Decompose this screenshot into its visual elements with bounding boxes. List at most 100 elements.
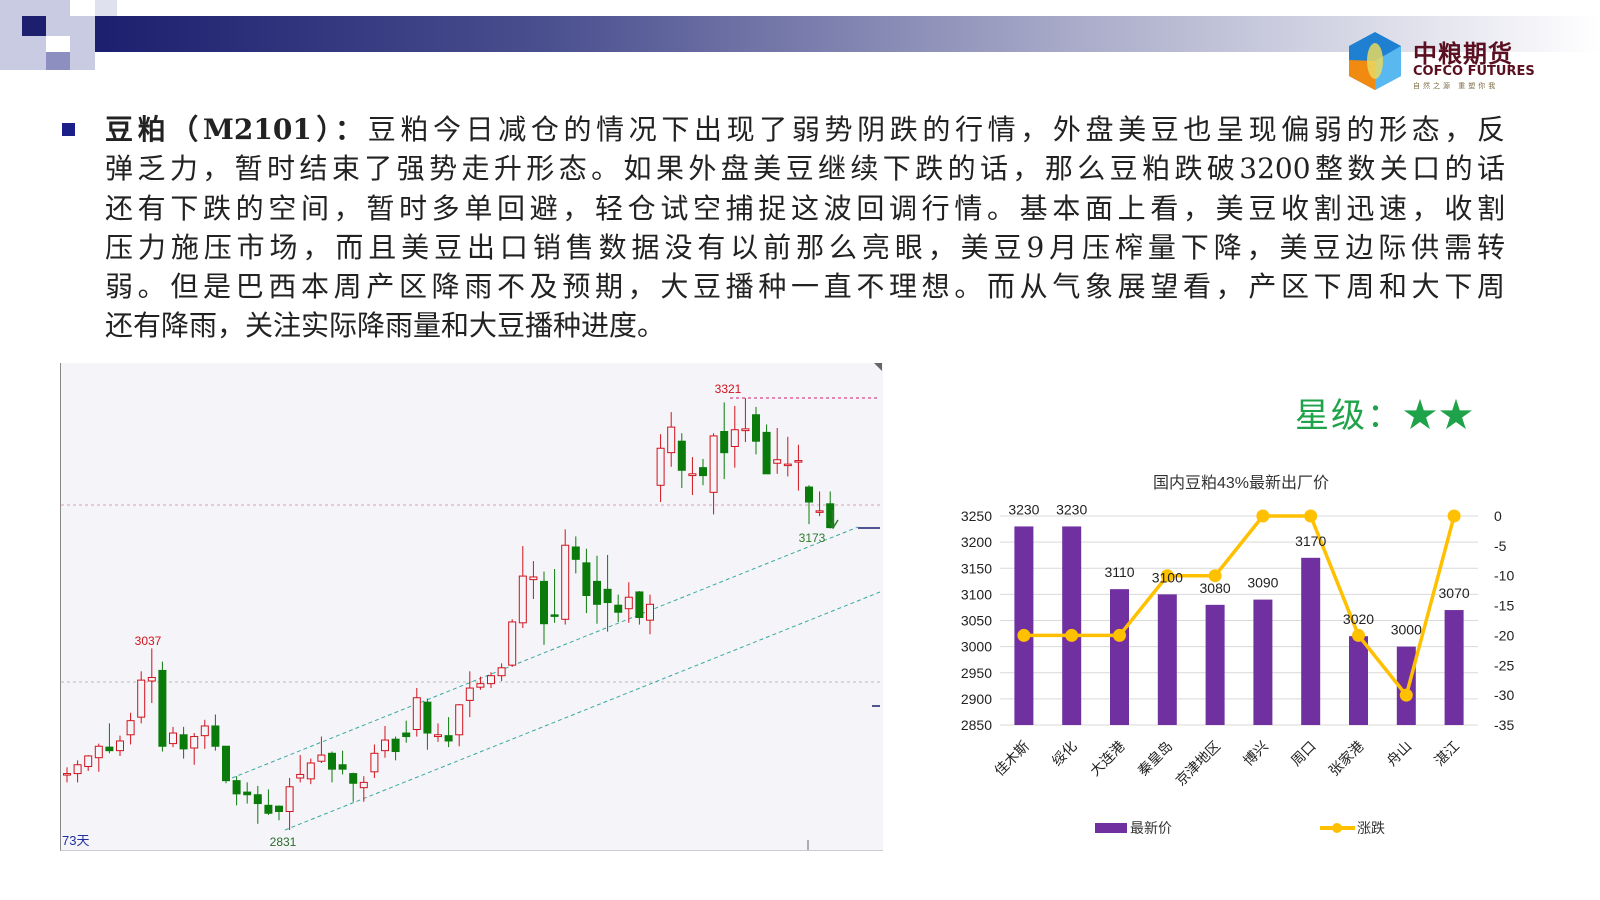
low-label: 2831: [270, 835, 297, 849]
candle-body: [709, 435, 718, 493]
x-category-label: 博兴: [1240, 738, 1271, 769]
y-right-tick-label: 0: [1494, 508, 1502, 524]
candle-body: [773, 459, 782, 464]
candle-body: [296, 773, 305, 779]
candle-body: [275, 805, 283, 812]
candle: [158, 661, 167, 752]
bar-value-label: 3020: [1343, 611, 1374, 627]
candle: [444, 717, 453, 748]
candle-body: [783, 463, 792, 467]
candle-body: [497, 667, 506, 677]
candle-body: [794, 460, 803, 463]
candle: [264, 789, 273, 816]
y-right-tick-label: -30: [1494, 687, 1514, 703]
candle-body: [264, 804, 273, 814]
y-left-tick-label: 2850: [961, 717, 992, 733]
y-left-tick-label: 3100: [961, 586, 992, 602]
bar-value-label: 3100: [1152, 569, 1183, 585]
bar-value-label: 3230: [1008, 501, 1039, 517]
change-point: [1304, 509, 1318, 523]
candle-body: [603, 588, 612, 604]
y-left-tick-label: 2900: [961, 691, 992, 707]
candle-body: [518, 575, 527, 624]
y-right-tick-label: -35: [1494, 717, 1514, 733]
candle-body: [805, 486, 813, 503]
candlestick-chart-panel: [60, 363, 883, 851]
candle-body: [190, 736, 199, 749]
bar-value-label: 3000: [1391, 622, 1422, 638]
candle-body: [306, 762, 315, 780]
candle: [540, 571, 548, 645]
candle-body: [476, 683, 485, 688]
candle: [147, 648, 156, 704]
commentary-line: 弱。但是巴西本周产区降雨不及预期，大豆播种一直不理想。而从气象展望看，产区下周和…: [105, 270, 1505, 304]
candle: [709, 433, 718, 515]
candle: [730, 405, 739, 468]
candle: [94, 743, 103, 772]
candle-body: [465, 687, 474, 701]
y-left-tick-label: 3050: [961, 613, 992, 629]
logo-cube-icon: [1349, 32, 1401, 90]
x-category-label: 绥化: [1049, 738, 1080, 769]
candle-body: [338, 764, 347, 770]
change-point: [1208, 569, 1222, 583]
x-category-label: 湛江: [1431, 738, 1462, 769]
candle-body: [635, 591, 644, 619]
candle: [222, 745, 230, 784]
candle-body: [243, 791, 252, 796]
candle-body: [720, 431, 729, 454]
candle: [815, 491, 824, 517]
change-point: [1256, 509, 1270, 523]
legend-line-marker: [1332, 823, 1342, 833]
change-line: [1023, 514, 1456, 699]
bar-value-label: 3170: [1295, 533, 1326, 549]
y-left-tick-label: 3000: [961, 639, 992, 655]
candle: [391, 736, 400, 761]
candle: [211, 714, 220, 751]
candle: [720, 402, 729, 480]
candle-body: [317, 754, 326, 762]
bar-value-label: 3230: [1056, 501, 1087, 517]
high-label: 3321: [715, 382, 742, 396]
rating-label: 星级：: [1295, 396, 1403, 436]
candle: [699, 458, 707, 486]
candle-body: [63, 773, 71, 776]
candle: [434, 723, 442, 742]
y-right-tick-label: -5: [1494, 538, 1507, 554]
change-point: [1447, 509, 1461, 523]
candle-body: [381, 739, 389, 752]
candle: [550, 569, 559, 623]
candle: [285, 777, 294, 830]
candle-body: [126, 720, 135, 736]
candle-body: [200, 725, 209, 737]
candle-body: [540, 580, 548, 625]
candle-body: [667, 426, 676, 454]
legend-bar-label: 最新价: [1130, 820, 1172, 836]
candle: [805, 485, 813, 525]
candle-body: [402, 732, 411, 738]
candle: [359, 776, 368, 802]
rating-stars: ★★: [1403, 396, 1475, 436]
candle-body: [752, 414, 760, 442]
candle-body: [656, 447, 665, 486]
candle-body: [815, 510, 824, 513]
y-right-tick-label: -25: [1494, 657, 1514, 673]
bar: [1444, 610, 1464, 725]
candle: [328, 751, 336, 783]
candle: [529, 561, 538, 600]
y-right-tick-label: -15: [1494, 598, 1514, 614]
candle-body: [137, 679, 146, 718]
candle: [370, 744, 379, 778]
candle: [571, 536, 580, 574]
candle: [614, 594, 623, 622]
candle: [63, 767, 71, 783]
candle-body: [646, 603, 654, 621]
candle: [741, 398, 750, 443]
logo-text-en: COFCO FUTURES: [1413, 64, 1535, 79]
candle-body: [699, 467, 707, 477]
y-left-tick-label: 3250: [961, 508, 992, 524]
candle-body: [762, 431, 771, 475]
bar: [1205, 604, 1225, 725]
candle: [794, 444, 803, 491]
bar: [1253, 599, 1273, 725]
